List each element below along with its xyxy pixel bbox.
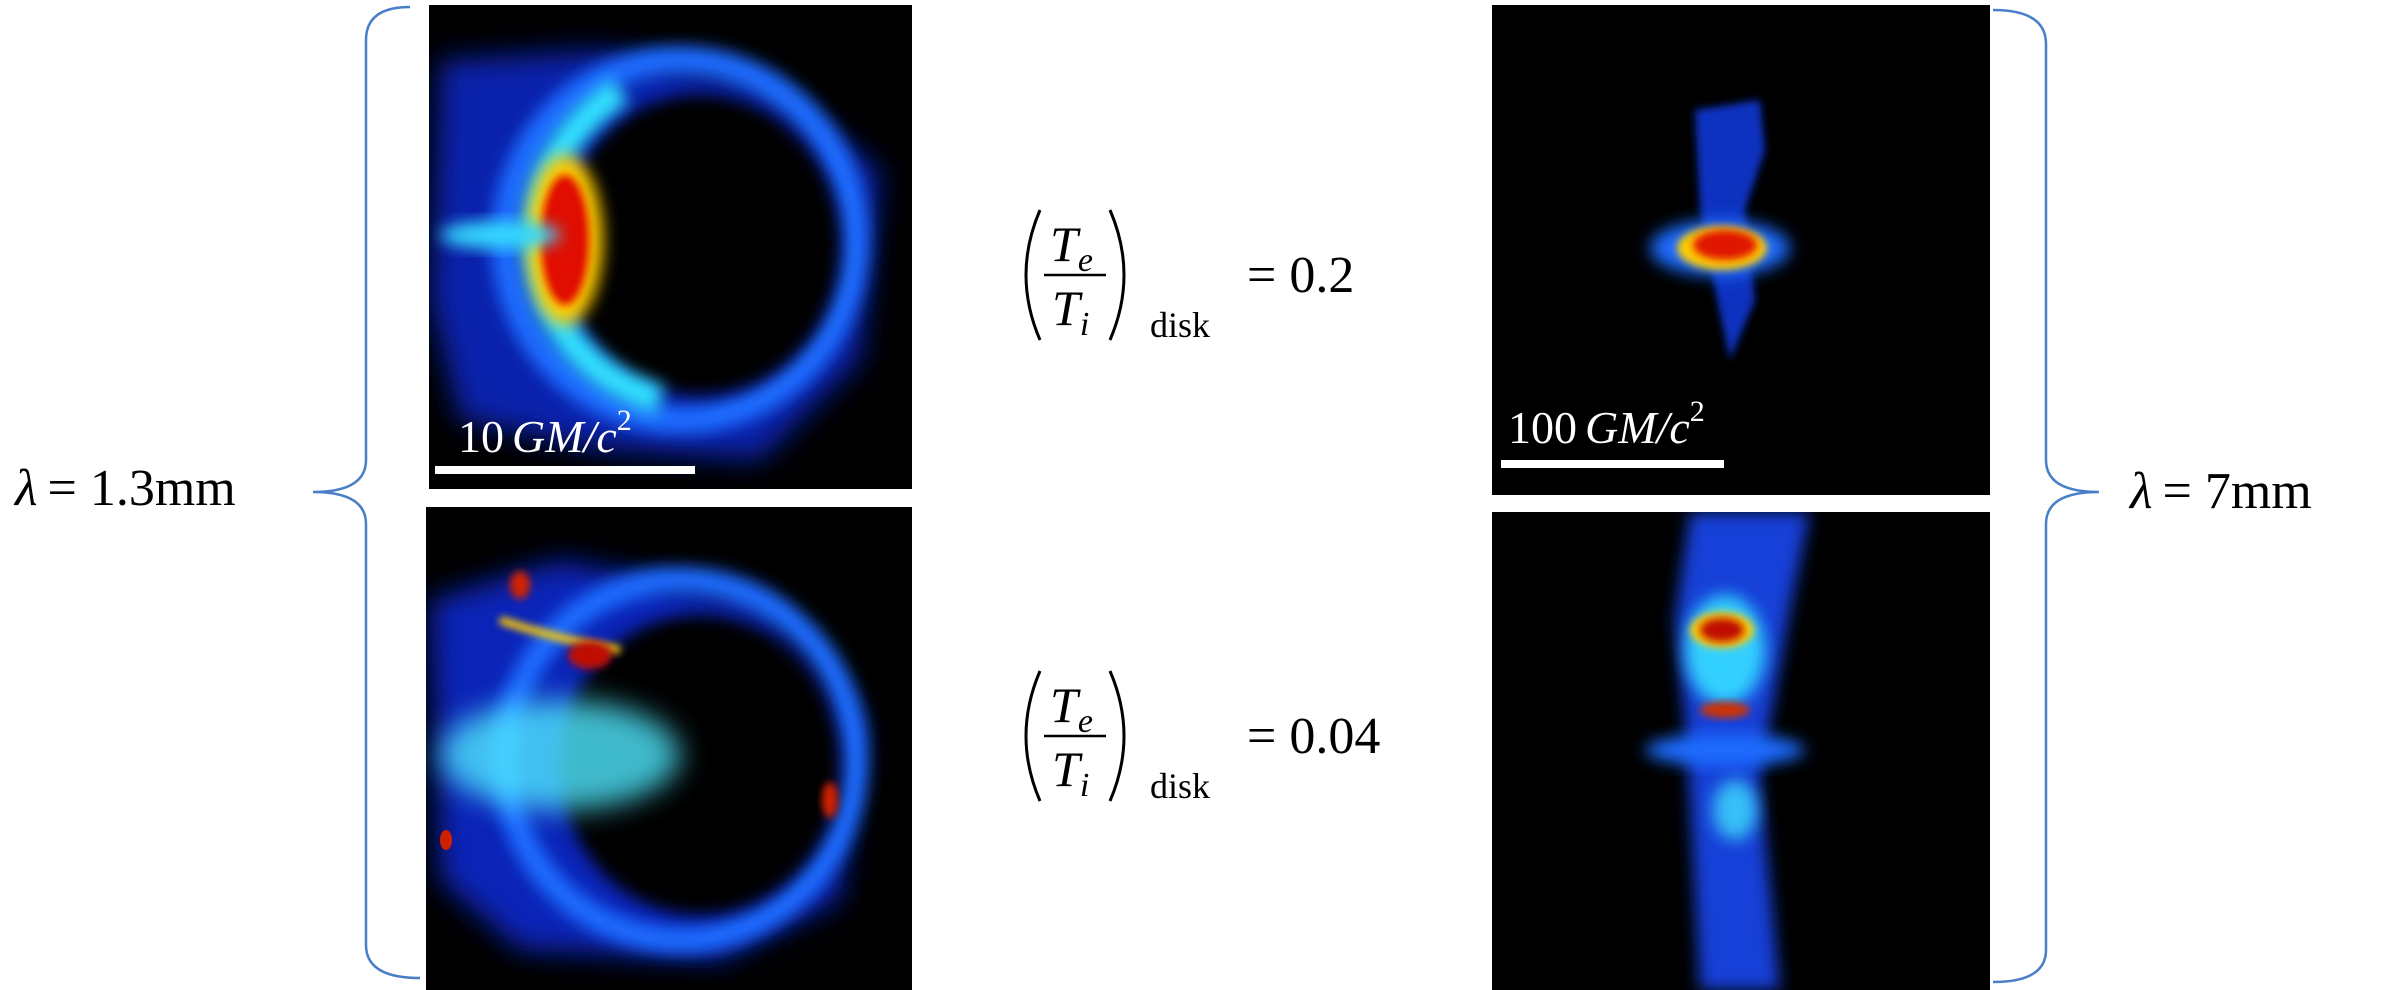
page: λ= 1.3mm λ= 7mm 10GM/c2 100GM/c2 TeTidis… xyxy=(0,0,2382,990)
paren xyxy=(1110,671,1124,801)
rhs: = 0.2 xyxy=(1247,247,1354,304)
subscript: disk xyxy=(1150,766,1210,806)
rhs: = 0.04 xyxy=(1247,708,1380,765)
right-brace xyxy=(1993,10,2099,982)
paren xyxy=(1026,671,1040,801)
denominator: Ti xyxy=(1052,280,1089,343)
left-brace xyxy=(313,7,420,978)
paren xyxy=(1026,210,1040,340)
right-label: λ= 7mm xyxy=(2128,463,2312,520)
denominator: Ti xyxy=(1052,741,1089,804)
numerator: Te xyxy=(1050,216,1093,279)
left-label: λ= 1.3mm xyxy=(13,460,236,517)
image-panel xyxy=(426,507,912,990)
subscript: disk xyxy=(1150,305,1210,345)
scale-bar xyxy=(1501,460,1724,468)
image-panel xyxy=(1492,512,1990,990)
scale-bar xyxy=(435,466,695,474)
figure: λ= 1.3mm λ= 7mm 10GM/c2 100GM/c2 TeTidis… xyxy=(0,0,2382,990)
paren xyxy=(1110,210,1124,340)
numerator: Te xyxy=(1050,677,1093,740)
